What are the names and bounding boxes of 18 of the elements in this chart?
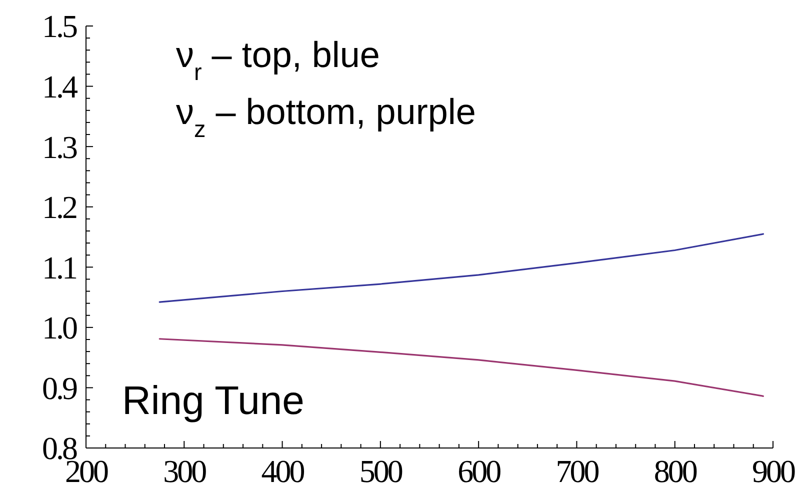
x-tick-label: 400 [261,453,304,489]
y-tick-label: 1.0 [42,310,77,346]
y-tick-label: 1.5 [42,8,77,44]
y-tick-label: 1.3 [42,128,77,165]
y-tick-label: 1.1 [42,249,77,286]
line-series [158,233,764,303]
x-tick-label: 500 [359,453,402,489]
x-tick-label: 600 [458,453,501,489]
y-tick-label: 1.2 [42,189,77,226]
annotation: ν$_{z}$ – bottom, purple [176,91,476,142]
x-tick-label: 900 [752,453,795,489]
y-tick-label: 1.4 [42,68,78,104]
annotation: Ring Tune [122,379,304,423]
y-tick-label: 0.9 [42,370,77,406]
annotation: ν$_{r}$ – top, blue [176,34,380,85]
x-tick-label: 700 [556,453,599,489]
x-tick-label: 800 [654,453,697,489]
x-tick-label: 300 [163,453,206,489]
